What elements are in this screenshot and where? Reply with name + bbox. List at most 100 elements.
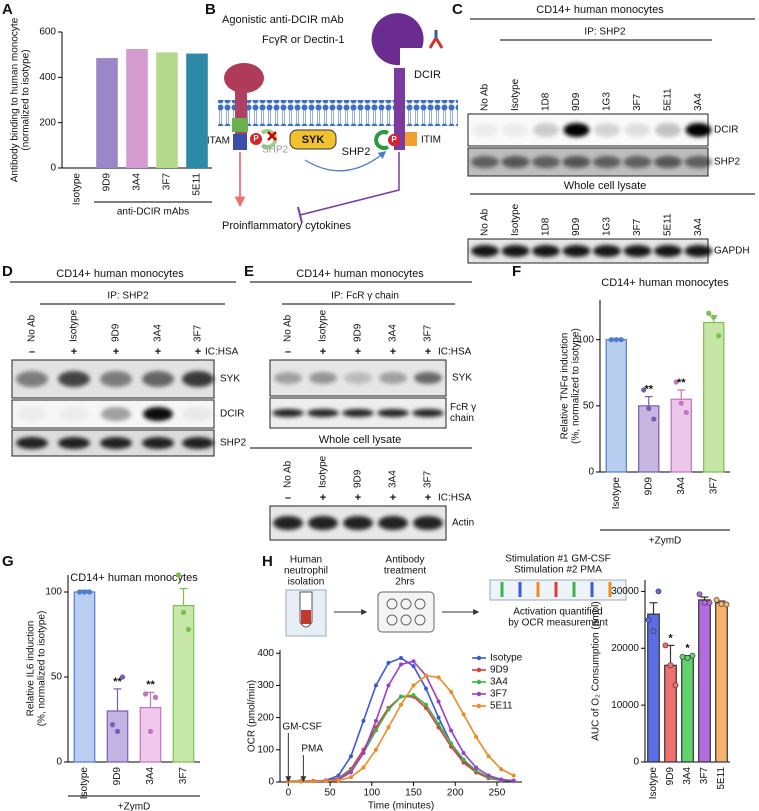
band bbox=[379, 372, 407, 384]
data-point bbox=[175, 572, 182, 578]
data-point bbox=[461, 760, 466, 765]
treatment-label: IC:HSA bbox=[205, 347, 239, 358]
annotation: GM-CSF bbox=[282, 722, 321, 733]
schematic-h: Human neutrophil isolation Antibody trea… bbox=[284, 554, 627, 637]
legend-swatch bbox=[476, 679, 482, 685]
data-point bbox=[436, 715, 441, 720]
data-point bbox=[618, 337, 624, 343]
band bbox=[472, 123, 498, 137]
data-point bbox=[672, 682, 679, 689]
data-point bbox=[641, 387, 647, 393]
band bbox=[378, 516, 408, 530]
treatment-mark: + bbox=[390, 492, 396, 504]
band bbox=[274, 372, 302, 384]
data-point bbox=[399, 694, 403, 699]
data-point bbox=[655, 588, 662, 595]
band bbox=[593, 245, 621, 257]
label: SHP2 bbox=[262, 145, 289, 156]
band bbox=[308, 516, 338, 530]
data-point bbox=[436, 699, 441, 704]
data-point bbox=[701, 599, 708, 606]
band bbox=[272, 409, 304, 417]
x-tick-label: 3F7 bbox=[178, 767, 189, 785]
bar bbox=[96, 58, 118, 168]
legend-label: 3A4 bbox=[490, 677, 508, 688]
y-tick-label: 0 bbox=[268, 777, 274, 788]
data-point bbox=[696, 591, 703, 598]
data-point bbox=[486, 773, 491, 778]
band bbox=[142, 437, 174, 449]
band-label: Actin bbox=[452, 518, 474, 529]
header: CD14+ human monocytes bbox=[536, 4, 664, 16]
data-point bbox=[499, 767, 504, 772]
band-label: SHP2 bbox=[220, 438, 247, 449]
band-label: SHP2 bbox=[714, 157, 741, 168]
series-line bbox=[288, 657, 514, 783]
x-tick-label: Isotype bbox=[648, 767, 659, 800]
band bbox=[182, 371, 214, 387]
data-point bbox=[706, 599, 713, 606]
data-point bbox=[373, 728, 378, 733]
band bbox=[563, 123, 590, 137]
band bbox=[623, 156, 652, 168]
data-point bbox=[361, 765, 366, 770]
x-tick-label: 9D9 bbox=[643, 477, 654, 496]
y-tick-label: 0 bbox=[56, 757, 62, 768]
lane-label: 5E11 bbox=[663, 88, 674, 111]
data-point bbox=[683, 409, 689, 416]
bar bbox=[698, 599, 711, 763]
data-point bbox=[373, 683, 378, 688]
bar bbox=[605, 339, 627, 473]
band bbox=[502, 123, 529, 137]
band bbox=[17, 407, 47, 421]
y-axis-label: AUC of O₂ Consumption (pmol) bbox=[591, 601, 602, 740]
bar bbox=[106, 710, 129, 763]
legend-label: 5E11 bbox=[490, 701, 513, 712]
data-point bbox=[645, 616, 652, 623]
band bbox=[142, 371, 174, 387]
data-point bbox=[713, 597, 720, 603]
x-tick-label: 9D9 bbox=[665, 767, 676, 786]
treatment-mark: – bbox=[285, 492, 291, 504]
data-point bbox=[650, 628, 657, 635]
lane-label: Isotype bbox=[510, 78, 521, 111]
panel-label: C bbox=[452, 1, 463, 18]
header: CD14+ human monocytes bbox=[296, 268, 424, 280]
data-point bbox=[449, 741, 454, 746]
x-tick-label: 250 bbox=[489, 788, 506, 799]
data-point bbox=[662, 642, 669, 649]
lane-label: 3F7 bbox=[193, 324, 204, 342]
data-point bbox=[348, 770, 353, 775]
bar bbox=[638, 405, 660, 473]
band bbox=[471, 156, 499, 168]
bar bbox=[126, 49, 148, 168]
label: Human bbox=[290, 555, 322, 566]
data-point bbox=[386, 707, 391, 712]
data-point bbox=[511, 778, 516, 783]
x-tick-label: 5E11 bbox=[192, 173, 203, 196]
data-point bbox=[386, 660, 391, 665]
y-tick-label: 50 bbox=[51, 672, 63, 683]
bar bbox=[681, 656, 694, 763]
treatment-mark: – bbox=[285, 346, 291, 358]
data-point bbox=[336, 778, 341, 783]
band bbox=[623, 245, 652, 257]
data-point bbox=[411, 693, 416, 698]
data-point bbox=[718, 600, 725, 607]
data-point bbox=[119, 674, 126, 680]
header: CD14+ human monocytes bbox=[56, 268, 184, 280]
band bbox=[100, 371, 132, 387]
label: P bbox=[391, 135, 397, 144]
significance: ** bbox=[146, 679, 155, 691]
data-point bbox=[461, 751, 466, 756]
label: 2hrs bbox=[395, 577, 414, 588]
band-label: FcR γ chain bbox=[450, 402, 477, 424]
bar bbox=[156, 52, 178, 168]
inhibit-bar bbox=[297, 206, 303, 224]
data-point bbox=[608, 337, 614, 343]
lane-label: 1G3 bbox=[602, 92, 613, 111]
x-tick-label: 3F7 bbox=[162, 173, 173, 191]
treatment-mark: + bbox=[425, 346, 431, 358]
y-tick-label: 0 bbox=[50, 163, 56, 174]
data-point bbox=[706, 310, 712, 316]
